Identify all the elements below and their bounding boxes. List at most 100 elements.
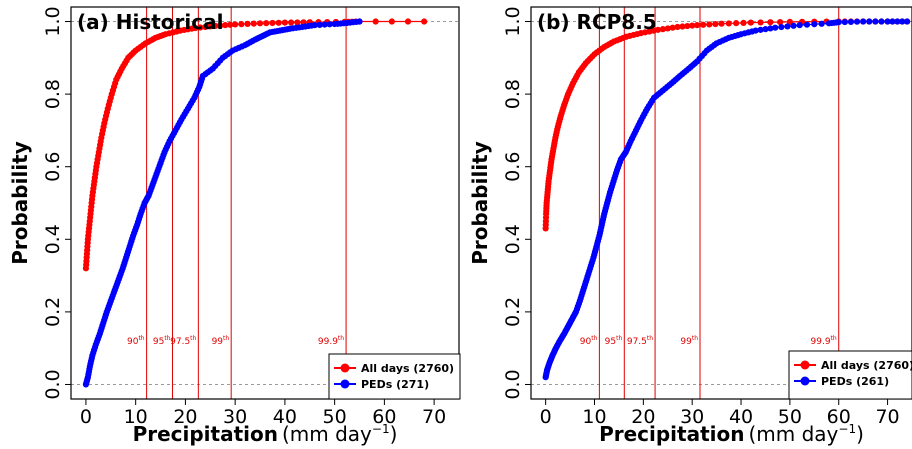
- percentile-suffix: th: [591, 335, 597, 342]
- data-point: [818, 20, 825, 27]
- data-point: [86, 365, 93, 373]
- data-point: [99, 322, 106, 329]
- data-point: [679, 23, 686, 30]
- data-point: [659, 26, 666, 33]
- data-point: [595, 235, 602, 242]
- x-axis-label-units: (mm day: [282, 422, 372, 446]
- plot-frame: [530, 6, 912, 400]
- data-point: [238, 21, 245, 28]
- data-point: [160, 151, 167, 159]
- data-point: [568, 82, 575, 90]
- data-point: [90, 181, 97, 188]
- percentile-suffix: th: [692, 335, 698, 342]
- data-point: [388, 18, 395, 25]
- data-point: [217, 22, 224, 29]
- data-point: [542, 214, 550, 221]
- x-tick-label: 70: [422, 406, 446, 428]
- data-point: [669, 24, 676, 31]
- data-point: [114, 278, 121, 286]
- percentile-value: 97.5: [627, 337, 647, 347]
- data-point: [613, 169, 620, 177]
- data-point: [95, 152, 102, 159]
- percentile-value: 95: [153, 337, 164, 347]
- data-point: [548, 159, 555, 166]
- data-point: [198, 75, 206, 82]
- data-point: [95, 333, 102, 340]
- data-point: [636, 119, 644, 126]
- y-tick-label: 1.0: [42, 6, 64, 36]
- data-point: [574, 71, 581, 79]
- data-point: [129, 235, 136, 242]
- data-point: [683, 67, 690, 74]
- data-point: [722, 36, 729, 43]
- data-point: [326, 21, 333, 28]
- data-point: [598, 45, 605, 52]
- data-point: [183, 108, 190, 115]
- y-tick-label: 0.4: [502, 224, 524, 254]
- plot-frame: [70, 6, 460, 400]
- data-point: [106, 300, 113, 307]
- x-axis-label: Precipitation (mm day−1): [133, 422, 398, 446]
- x-tick-label: 50: [323, 406, 347, 428]
- data-point: [693, 22, 701, 29]
- data-point: [757, 19, 764, 26]
- data-point: [878, 18, 885, 25]
- data-point: [725, 20, 732, 27]
- data-point: [222, 22, 229, 29]
- data-point: [133, 224, 140, 231]
- data-point: [112, 80, 119, 87]
- percentile-suffix: th: [138, 335, 144, 342]
- percentile-value: 99.9: [318, 337, 338, 347]
- data-point: [582, 278, 589, 286]
- data-point: [603, 202, 610, 209]
- data-point: [288, 19, 295, 26]
- data-point: [207, 67, 214, 74]
- data-point: [110, 289, 117, 296]
- data-point: [790, 22, 797, 29]
- data-point: [747, 19, 754, 26]
- data-point: [125, 246, 132, 253]
- data-point: [117, 68, 124, 75]
- data-point: [626, 140, 633, 148]
- data-point: [173, 28, 180, 35]
- data-point: [544, 191, 551, 198]
- x-axis-label-close: ): [390, 422, 398, 446]
- data-point: [250, 20, 257, 27]
- data-point: [767, 19, 774, 26]
- data-point: [194, 86, 202, 93]
- data-point: [684, 22, 691, 30]
- data-point: [256, 20, 264, 27]
- data-point: [83, 254, 90, 261]
- percentile-suffix: th: [223, 335, 229, 342]
- percentile-suffix: th: [616, 335, 622, 342]
- data-point: [88, 355, 95, 362]
- data-point: [803, 21, 811, 28]
- data-point: [227, 49, 234, 56]
- series-line-1: [545, 20, 908, 378]
- data-point: [212, 22, 219, 29]
- data-point: [546, 169, 553, 177]
- data-point: [102, 311, 110, 318]
- percentile-value: 95: [605, 337, 616, 347]
- data-point: [321, 21, 328, 28]
- data-point: [207, 23, 214, 30]
- data-point: [294, 19, 301, 26]
- x-tick-label: 50: [778, 406, 802, 428]
- y-tick-label: 0.2: [42, 297, 64, 327]
- data-point: [87, 210, 94, 217]
- data-point: [620, 34, 627, 42]
- x-axis-label-main: Precipitation: [599, 422, 744, 446]
- x-axis-label-exponent: −1: [372, 422, 390, 436]
- legend-box: [328, 353, 461, 400]
- legend-entry: PEDs (261): [821, 375, 889, 388]
- data-point: [872, 18, 879, 25]
- data-point: [796, 22, 803, 29]
- data-point: [734, 32, 742, 39]
- data-point: [608, 39, 615, 46]
- data-point: [88, 196, 96, 203]
- data-point: [156, 162, 163, 169]
- data-point: [554, 126, 561, 133]
- data-point: [866, 18, 873, 25]
